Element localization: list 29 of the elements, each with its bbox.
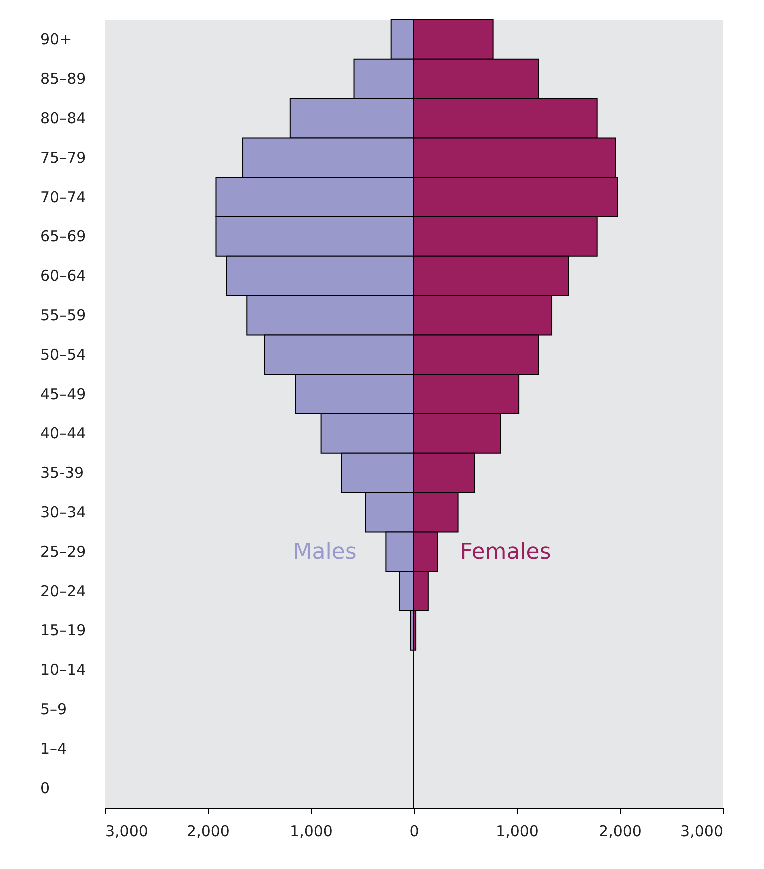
y-tick-label: 75–79 [40,148,86,167]
y-tick-label: 90+ [40,30,72,49]
y-tick-label: 0 [40,779,50,798]
y-tick-label: 40–44 [40,424,86,443]
y-tick-label: 70–74 [40,188,86,206]
x-tick-label: 1,000 [496,822,539,840]
y-tick-label: 55–59 [40,306,86,324]
y-tick-label: 65–69 [40,228,86,246]
y-tick-label: 25–29 [40,542,86,561]
x-tick-label: 2,000 [599,822,642,840]
y-tick-label: 10–14 [40,661,86,680]
series-label: Females [460,540,552,565]
y-tick-label: 85–89 [40,70,86,88]
x-tick-label: 3,000 [106,822,148,840]
x-tick-label: 0 [410,822,420,840]
x-tick-label: 1,000 [290,822,333,840]
y-tick-label: 80–84 [40,110,86,128]
y-tick-label: 20–24 [40,582,86,600]
y-tick-label: 1–4 [40,740,68,758]
y-tick-label: 45–49 [40,385,86,404]
y-tick-label: 50–54 [40,346,86,364]
y-tick-label: 30–34 [40,504,86,522]
y-tick-label: 5–9 [40,700,68,718]
series-label: Males [293,540,357,565]
x-tick-label: 3,000 [680,822,724,840]
y-tick-label: 35-39 [40,464,84,482]
x-tick-label: 2,000 [187,822,230,840]
y-tick-label: 15–19 [40,622,86,640]
y-tick-label: 60–64 [40,267,86,286]
